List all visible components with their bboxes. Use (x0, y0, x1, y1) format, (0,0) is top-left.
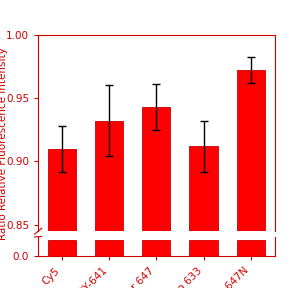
Bar (142, 107, 170, 288)
Bar (95, 121, 123, 288)
Bar (237, 240, 265, 256)
Bar (189, 146, 218, 288)
Bar (95, 240, 123, 256)
Bar (237, 70, 265, 288)
Text: Ratio Relative Fluorescence Intensity: Ratio Relative Fluorescence Intensity (0, 48, 8, 240)
Bar (48, 240, 76, 256)
Bar (189, 240, 218, 256)
Bar (48, 149, 76, 288)
Bar (142, 240, 170, 256)
